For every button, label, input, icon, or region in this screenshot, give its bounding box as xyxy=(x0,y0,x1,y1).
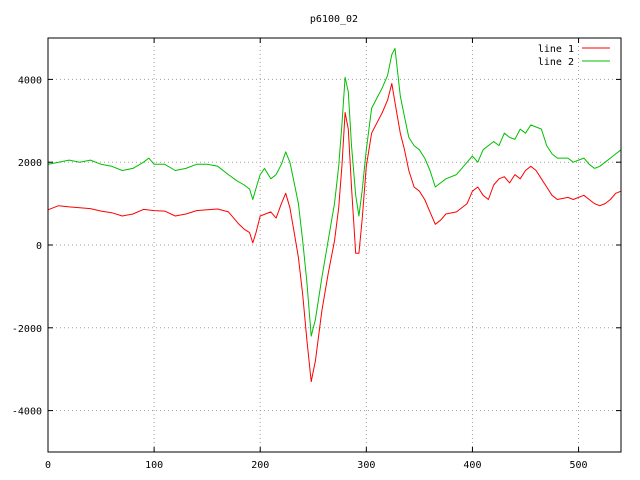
x-tick-label: 300 xyxy=(357,460,375,471)
y-tick-label: 2000 xyxy=(18,158,42,169)
y-tick-label: 4000 xyxy=(18,75,42,86)
y-tick-label: -4000 xyxy=(12,407,42,418)
series-line-2 xyxy=(47,47,622,337)
x-tick-label: 200 xyxy=(251,460,269,471)
y-tick-label: -2000 xyxy=(12,324,42,335)
series-line-1 xyxy=(47,83,622,383)
x-tick-label: 100 xyxy=(145,460,163,471)
plot-frame xyxy=(47,37,622,453)
x-tick-label: 500 xyxy=(570,460,588,471)
axis-ticks: -4000 -2000 0 2000 4000 0 100 200 300 400 500 xyxy=(12,38,621,471)
legend-label-1: line 1 xyxy=(538,44,574,55)
x-tick-label: 400 xyxy=(463,460,481,471)
x-tick-label: 0 xyxy=(45,460,51,471)
legend: line 1 line 2 xyxy=(538,44,610,68)
legend-label-2: line 2 xyxy=(538,57,574,68)
grid xyxy=(47,38,621,452)
chart-title: p6100_02 xyxy=(310,14,358,25)
series-lines xyxy=(47,47,622,383)
y-tick-label: 0 xyxy=(36,241,42,252)
